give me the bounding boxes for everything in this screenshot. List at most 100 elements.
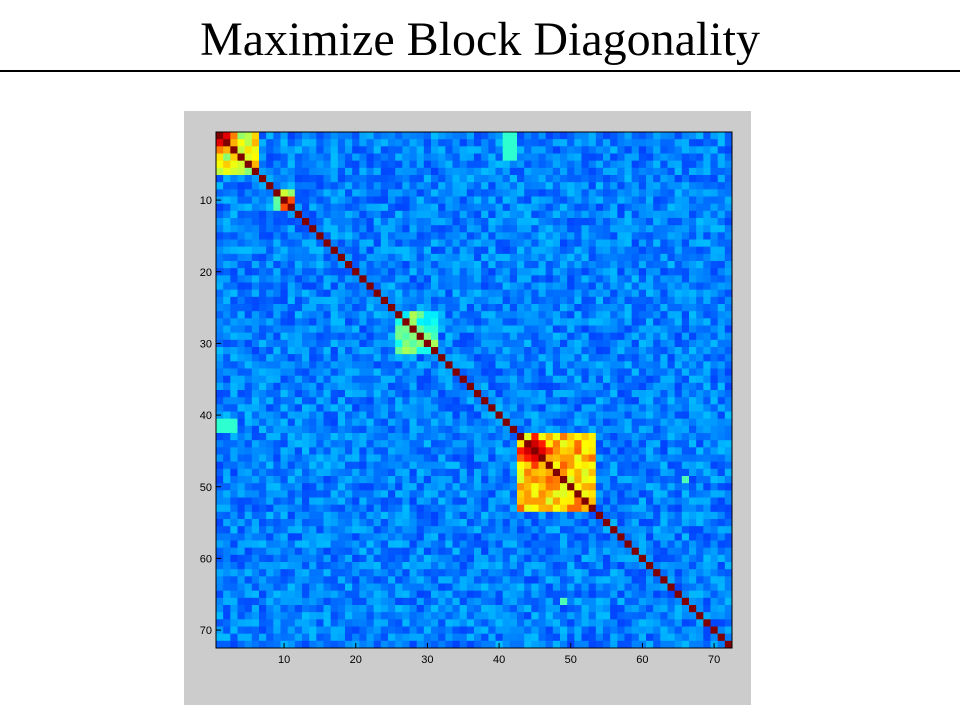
heatmap-cell xyxy=(502,554,511,563)
heatmap-cell xyxy=(538,332,547,341)
heatmap-cell xyxy=(610,468,618,477)
heatmap-cell xyxy=(302,433,310,441)
heatmap-cell xyxy=(452,418,461,427)
heatmap-cell xyxy=(481,562,489,570)
heatmap-cell xyxy=(345,368,353,377)
heatmap-cell xyxy=(567,239,575,248)
heatmap-cell xyxy=(438,218,446,226)
heatmap-cell xyxy=(545,404,554,412)
heatmap-cell xyxy=(603,433,611,441)
heatmap-cell xyxy=(703,354,711,362)
heatmap-cell xyxy=(409,447,418,455)
heatmap-cell xyxy=(409,461,418,470)
heatmap-cell xyxy=(617,562,625,570)
heatmap-cell xyxy=(452,390,461,398)
heatmap-cell xyxy=(287,160,296,169)
heatmap-cell xyxy=(230,368,238,377)
heatmap-cell xyxy=(610,339,618,348)
heatmap-cell xyxy=(474,332,482,341)
heatmap-cell xyxy=(273,311,281,319)
heatmap-cell xyxy=(416,189,425,197)
heatmap-cell xyxy=(416,447,425,455)
heatmap-cell xyxy=(438,411,446,420)
heatmap-cell xyxy=(524,311,532,319)
heatmap-cell xyxy=(710,605,719,613)
heatmap-cell xyxy=(545,447,554,455)
heatmap-cell xyxy=(287,332,296,341)
heatmap-cell xyxy=(316,540,324,549)
heatmap-cell xyxy=(373,483,382,491)
heatmap-cell xyxy=(552,139,561,147)
heatmap-cell xyxy=(244,282,253,291)
heatmap-cell xyxy=(502,511,511,520)
heatmap-cell xyxy=(223,354,231,362)
heatmap-cell xyxy=(488,203,496,212)
heatmap-cell xyxy=(610,296,618,305)
heatmap-cell xyxy=(452,511,461,520)
heatmap-cell xyxy=(302,562,310,570)
heatmap-cell xyxy=(588,511,597,520)
heatmap-cell xyxy=(380,590,389,599)
heatmap-cell xyxy=(216,132,224,140)
heatmap-cell xyxy=(660,210,668,219)
heatmap-cell xyxy=(710,210,719,219)
heatmap-cell xyxy=(280,411,289,420)
heatmap-cell xyxy=(524,218,532,226)
heatmap-cell xyxy=(724,361,733,369)
heatmap-cell xyxy=(681,339,690,348)
heatmap-cell xyxy=(438,554,446,563)
heatmap-cell xyxy=(345,619,353,627)
heatmap-cell xyxy=(352,189,360,197)
heatmap-cell xyxy=(409,612,418,620)
heatmap-cell xyxy=(502,153,511,162)
heatmap-cell xyxy=(610,332,618,341)
heatmap-cell xyxy=(617,160,625,169)
heatmap-cell xyxy=(309,483,317,491)
heatmap-cell xyxy=(266,189,274,197)
heatmap-cell xyxy=(495,289,504,298)
heatmap-cell xyxy=(438,483,446,491)
heatmap-cell xyxy=(724,418,733,427)
heatmap-cell xyxy=(588,175,597,183)
heatmap-cell xyxy=(717,182,726,190)
heatmap-cell xyxy=(323,282,332,291)
heatmap-cell xyxy=(610,483,618,491)
heatmap-cell xyxy=(409,210,418,219)
heatmap-cell xyxy=(287,411,296,420)
heatmap-cell xyxy=(653,554,661,563)
heatmap-cell xyxy=(517,576,525,584)
heatmap-cell xyxy=(359,612,367,620)
heatmap-cell xyxy=(567,232,575,240)
heatmap-cell xyxy=(696,461,704,470)
heatmap-cell xyxy=(574,504,582,513)
heatmap-cell xyxy=(395,404,403,412)
heatmap-cell xyxy=(703,390,711,398)
heatmap-cell xyxy=(610,569,618,577)
heatmap-cell xyxy=(280,175,289,183)
heatmap-cell xyxy=(330,304,339,312)
heatmap-cell xyxy=(266,354,274,362)
heatmap-cell xyxy=(416,203,425,212)
heatmap-cell xyxy=(638,160,647,169)
heatmap-cell xyxy=(631,311,640,319)
heatmap-cell xyxy=(689,519,697,527)
heatmap-cell xyxy=(302,253,310,262)
heatmap-cell xyxy=(373,461,382,470)
heatmap-cell xyxy=(638,139,647,147)
heatmap-cell xyxy=(416,540,425,549)
heatmap-cell xyxy=(674,433,683,441)
heatmap-cell xyxy=(337,547,346,556)
heatmap-cell xyxy=(287,153,296,162)
heatmap-cell xyxy=(667,540,676,549)
heatmap-cell xyxy=(216,511,224,520)
heatmap-cell xyxy=(309,497,317,506)
heatmap-cell xyxy=(631,332,640,341)
heatmap-cell xyxy=(631,347,640,355)
heatmap-cell xyxy=(667,261,676,269)
heatmap-cell xyxy=(416,139,425,147)
heatmap-cell xyxy=(445,375,453,384)
heatmap-cell xyxy=(438,619,446,627)
heatmap-cell xyxy=(388,411,396,420)
heatmap-cell xyxy=(495,261,504,269)
heatmap-cell xyxy=(266,483,274,491)
